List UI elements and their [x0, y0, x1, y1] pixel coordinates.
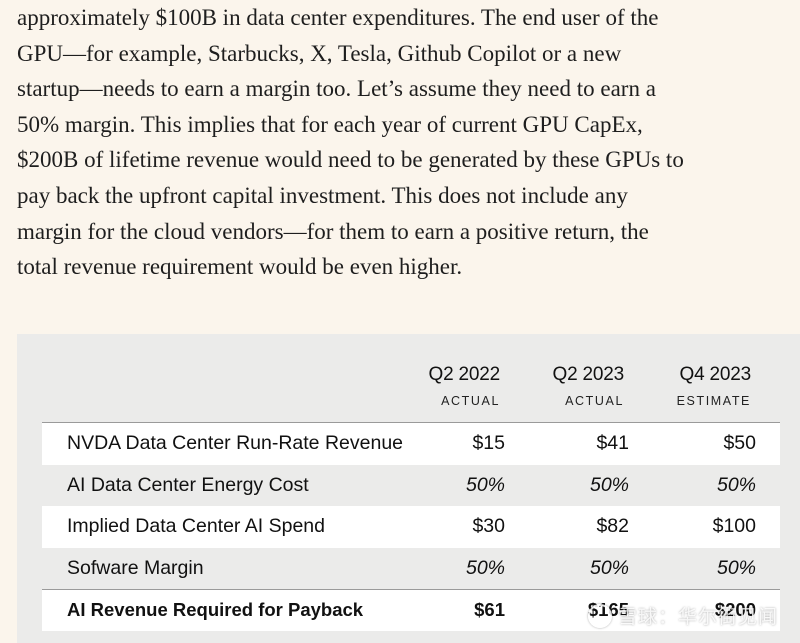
table-row: Implied Data Center AI Spend $30 $82 $10…	[42, 506, 780, 548]
paragraph-line: 50% margin. This implies that for each y…	[17, 111, 643, 137]
column-period: Q4 2023	[679, 364, 752, 385]
paragraph-line: total revenue requirement would be even …	[17, 254, 463, 280]
paragraph-line: margin for the cloud vendors—for them to…	[17, 218, 649, 244]
table-row: NVDA Data Center Run-Rate Revenue $15 $4…	[42, 423, 780, 465]
cell-value: $200	[714, 599, 756, 621]
paragraph-line: startup—needs to earn a margin too. Let’…	[17, 76, 656, 102]
cell-value: $82	[596, 515, 629, 538]
cell-value: $50	[723, 432, 756, 454]
table-row: AI Data Center Energy Cost 50% 50% 50%	[42, 465, 780, 507]
row-label: AI Revenue Required for Payback	[67, 599, 364, 621]
watermark: 雪球：华尔街见闻	[587, 602, 778, 629]
row-label: NVDA Data Center Run-Rate Revenue	[67, 432, 404, 454]
column-period: Q2 2022	[428, 364, 501, 385]
cell-value: $15	[472, 432, 505, 454]
article-text: approximately $100B in data center expen…	[17, 0, 800, 285]
cell-value: 50%	[465, 473, 505, 496]
table-row: Sofware Margin 50% 50% 50%	[42, 548, 780, 590]
cell-value: $100	[712, 515, 756, 538]
watermark-text: 雪球：华尔街见闻	[617, 607, 778, 628]
column-type: ACTUAL	[565, 394, 624, 408]
cell-value: 50%	[465, 556, 505, 579]
row-label: Sofware Margin	[67, 556, 204, 579]
row-label: Implied Data Center AI Spend	[67, 515, 325, 538]
table-header: Q2 2022 ACTUAL Q2 2023 ACTUAL Q4 2023 ES…	[17, 364, 800, 424]
cell-value: 50%	[589, 556, 629, 579]
paragraph-line: pay back the upfront capital investment.…	[17, 182, 628, 208]
paragraph-line: approximately $100B in data center expen…	[17, 5, 659, 30]
snowball-logo-icon	[587, 603, 612, 628]
total-divider	[42, 589, 780, 590]
cell-value: $61	[474, 599, 505, 621]
cell-value: $41	[596, 432, 629, 454]
paragraph-line: GPU—for example, Starbucks, X, Tesla, Gi…	[17, 40, 622, 66]
cell-value: 50%	[716, 473, 756, 496]
column-header-q4-2023: Q4 2023 ESTIMATE	[676, 364, 752, 408]
row-label: AI Data Center Energy Cost	[67, 473, 309, 496]
paragraph-line: $200B of lifetime revenue would need to …	[17, 147, 684, 173]
column-type: ACTUAL	[441, 394, 500, 408]
column-header-q2-2022: Q2 2022 ACTUAL	[429, 364, 501, 408]
table-body: NVDA Data Center Run-Rate Revenue $15 $4…	[42, 423, 780, 631]
cell-value: 50%	[589, 473, 629, 496]
column-header-q2-2023: Q2 2023 ACTUAL	[553, 364, 625, 408]
column-type: ESTIMATE	[676, 394, 751, 408]
cell-value: 50%	[716, 556, 756, 579]
table-divider	[42, 422, 780, 423]
cell-value: $30	[472, 515, 505, 538]
table-row-total: AI Revenue Required for Payback $61 $165…	[42, 589, 780, 631]
column-period: Q2 2023	[552, 364, 625, 385]
